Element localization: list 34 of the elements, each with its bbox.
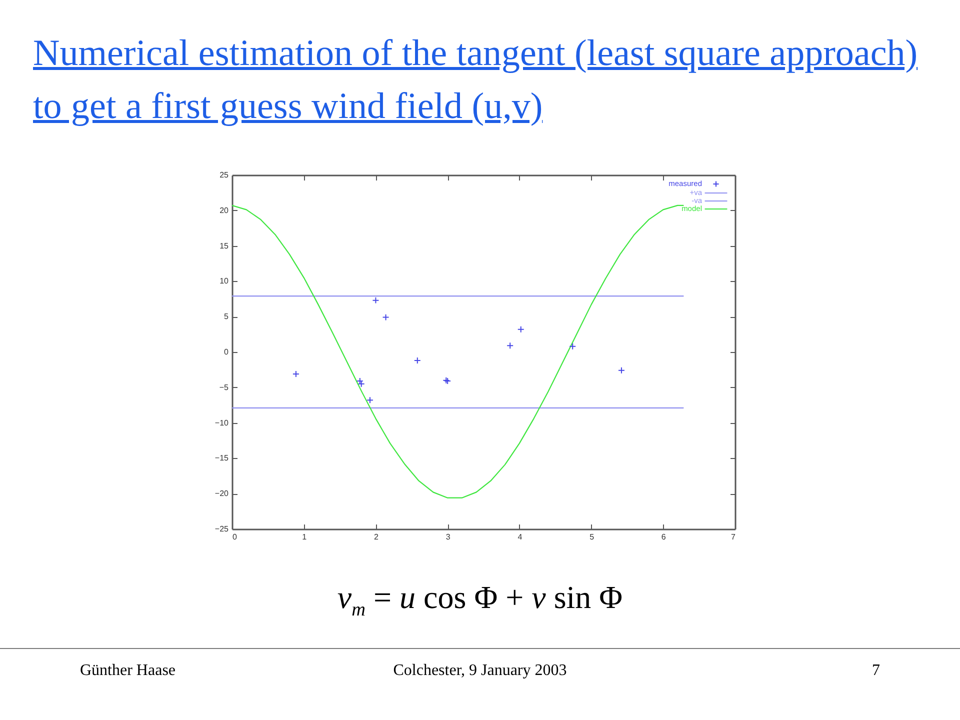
y-tick-label: −10 (214, 418, 230, 428)
x-tick-label: 4 (518, 532, 523, 542)
point (618, 366, 625, 374)
point (366, 396, 374, 404)
chart-title: Numerical estimation of the tangent (least square approach) to get a first guess wind field (u,v) (33, 32, 919, 129)
point (372, 296, 380, 304)
text: Günther Haase (79, 662, 177, 680)
text: v$_{m}$ = u cos Φ + v sin Φ (336, 579, 624, 622)
y-tick-label: −20 (214, 489, 230, 498)
y-tick-label: 25 (220, 170, 230, 180)
x-tick-label: 1 (302, 532, 308, 542)
y-tick-label: −15 (214, 454, 230, 463)
y-tick-label: 0 (224, 348, 230, 356)
y-tick-label: 20 (220, 206, 230, 215)
y-tick-label: 10 (220, 276, 230, 286)
x-tick-label: 6 (661, 532, 666, 542)
line-series (232, 204, 684, 498)
point (506, 342, 514, 350)
x-tick-label: 0 (232, 532, 238, 542)
x-tick-label: 3 (446, 532, 451, 542)
point (292, 370, 300, 378)
text: 7 (871, 662, 881, 680)
x-tick-label: 5 (590, 532, 595, 542)
point (517, 326, 524, 333)
point (414, 357, 421, 364)
y-tick-label: −25 (214, 524, 230, 534)
y-tick-label: 15 (220, 241, 230, 250)
y-tick-label: −5 (219, 382, 230, 392)
point (569, 342, 576, 350)
x-tick-label: 7 (731, 532, 736, 542)
x-tick-label: 2 (374, 532, 379, 542)
point (382, 314, 390, 321)
y-tick-label: 5 (224, 312, 230, 322)
text: Colchester, 9 January 2003 (392, 662, 568, 680)
